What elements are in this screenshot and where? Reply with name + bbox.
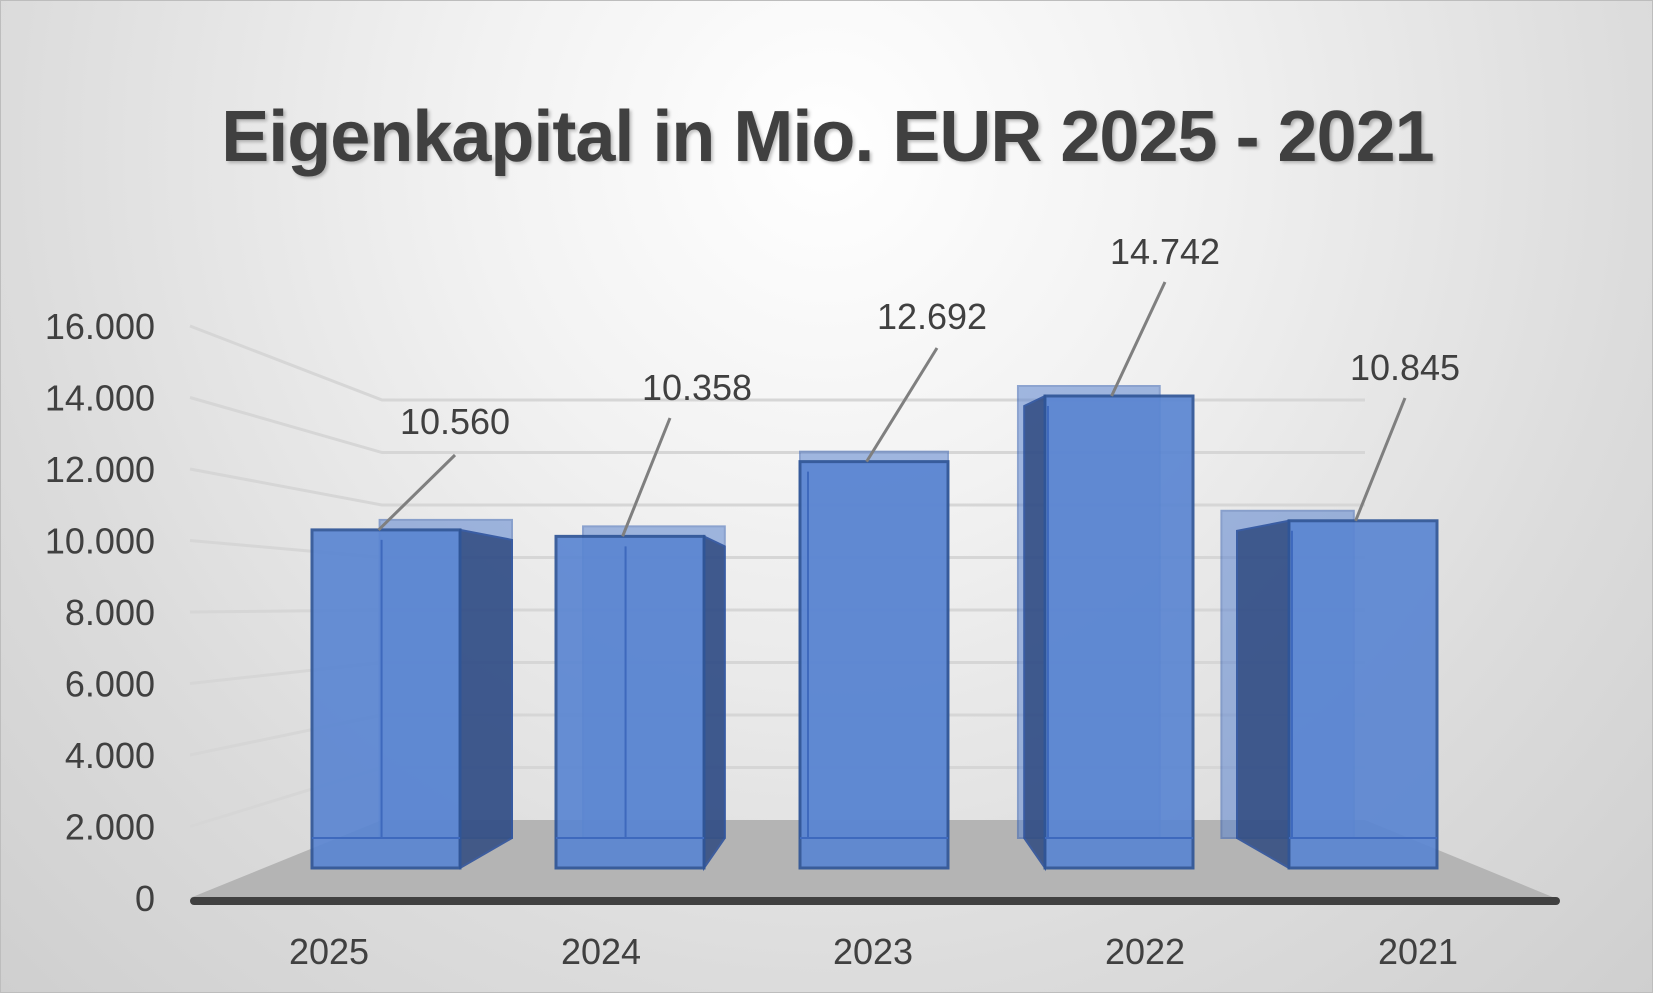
y-tick-label: 6.000 [65,664,155,705]
bar-front-face [1043,394,1195,870]
bar-2023 [798,450,950,870]
data-label: 12.692 [877,296,987,337]
y-tick-label: 0 [135,878,155,919]
bar-front-face [554,534,706,870]
leader-line [1110,281,1167,397]
bar-2024 [554,525,726,872]
x-axis-line [190,897,1560,905]
bar-front-face [798,460,950,870]
leader-line [377,453,457,531]
y-tick-label: 2.000 [65,807,155,848]
x-tick-label: 2024 [561,931,641,972]
x-tick-label: 2021 [1378,931,1458,972]
y-tick-label: 10.000 [45,521,155,562]
bar-front-face [1287,519,1439,870]
leader-line [621,417,672,537]
x-tick-label: 2023 [833,931,913,972]
y-tick-label: 16.000 [45,306,155,347]
x-tick-label: 2025 [289,931,369,972]
leader-line [865,347,939,463]
data-label: 14.742 [1110,231,1220,272]
data-label: 10.560 [400,401,510,442]
leader-line [1354,397,1407,522]
chart-title: Eigenkapital in Mio. EUR 2025 - 2021 [221,97,1434,177]
data-label: 10.845 [1350,347,1460,388]
y-tick-label: 8.000 [65,592,155,633]
x-tick-label: 2022 [1105,931,1185,972]
bar-front-face [310,528,462,870]
y-tick-label: 14.000 [45,378,155,419]
bar-2021 [1220,509,1439,870]
bar-2025 [310,518,513,870]
y-tick-label: 12.000 [45,449,155,490]
bar-2022 [1016,385,1195,872]
data-label: 10.358 [642,367,752,408]
gridline [189,324,1365,402]
y-tick-label: 4.000 [65,735,155,776]
